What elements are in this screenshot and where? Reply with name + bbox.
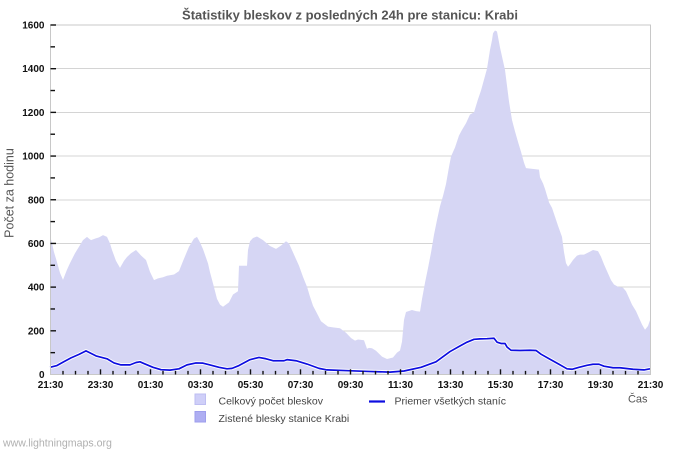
svg-text:15:30: 15:30 <box>488 380 514 391</box>
svg-text:05:30: 05:30 <box>238 380 264 391</box>
svg-text:Počet za hodinu: Počet za hodinu <box>3 148 17 238</box>
svg-text:400: 400 <box>28 283 45 294</box>
svg-text:www.lightningmaps.org: www.lightningmaps.org <box>2 438 112 450</box>
svg-text:23:30: 23:30 <box>88 380 114 391</box>
svg-text:200: 200 <box>28 326 45 337</box>
svg-text:21:30: 21:30 <box>638 380 664 391</box>
svg-text:03:30: 03:30 <box>188 380 214 391</box>
svg-text:19:30: 19:30 <box>588 380 614 391</box>
svg-text:09:30: 09:30 <box>338 380 364 391</box>
svg-text:600: 600 <box>28 239 45 250</box>
svg-text:Zistené blesky stanice Krabi: Zistené blesky stanice Krabi <box>219 413 350 425</box>
svg-text:Čas: Čas <box>628 393 648 406</box>
svg-text:07:30: 07:30 <box>288 380 314 391</box>
svg-text:1000: 1000 <box>22 152 45 163</box>
svg-text:800: 800 <box>28 195 45 206</box>
svg-text:01:30: 01:30 <box>138 380 164 391</box>
svg-text:0: 0 <box>39 370 45 381</box>
svg-text:13:30: 13:30 <box>438 380 464 391</box>
svg-text:1400: 1400 <box>22 64 45 75</box>
svg-text:1600: 1600 <box>22 21 45 32</box>
svg-text:11:30: 11:30 <box>388 380 413 391</box>
svg-text:21:30: 21:30 <box>38 380 64 391</box>
svg-text:Celkový počet bleskov: Celkový počet bleskov <box>219 396 324 408</box>
svg-text:1200: 1200 <box>22 108 45 119</box>
svg-text:Priemer všetkých staníc: Priemer všetkých staníc <box>395 396 506 408</box>
svg-text:17:30: 17:30 <box>538 380 564 391</box>
svg-text:Štatistiky bleskov z poslednýc: Štatistiky bleskov z posledných 24h pre … <box>182 8 518 23</box>
